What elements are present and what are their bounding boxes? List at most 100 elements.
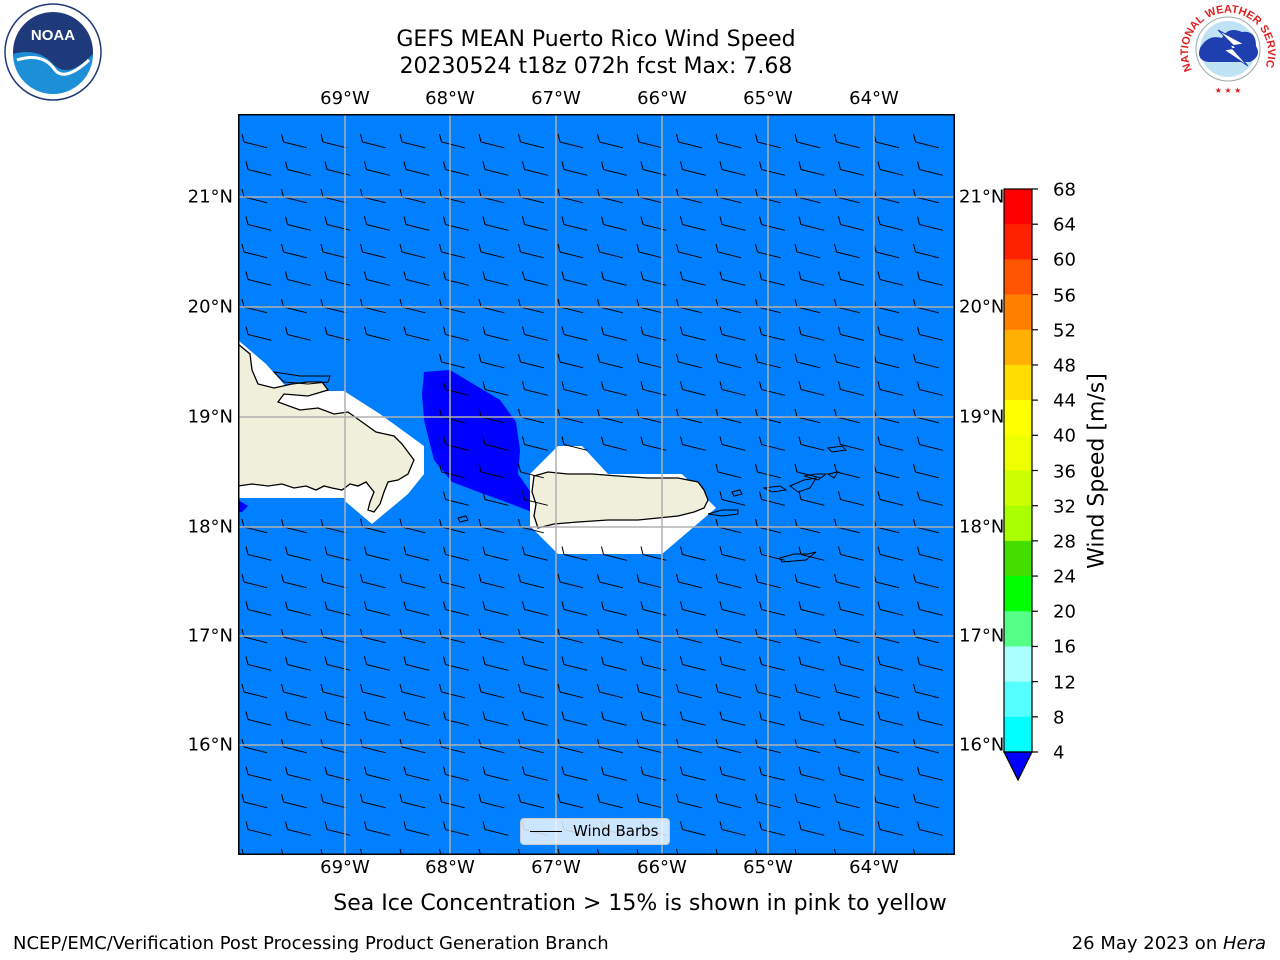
wind-barb-flag [597, 298, 600, 308]
wind-barb-flag [636, 243, 640, 253]
wind-barb-flag [443, 546, 446, 555]
wind-barb-shaft [520, 251, 544, 259]
wind-barb-flag [913, 353, 916, 363]
wind-barb-shaft [757, 526, 781, 534]
wind-barb-flag [522, 381, 525, 390]
wind-barb-flag [715, 573, 719, 583]
wind-barb-shaft [840, 609, 864, 616]
wind-barb-shaft [721, 444, 746, 451]
lat-label-right: 20°N [959, 296, 1005, 318]
wind-barb-flag [285, 656, 288, 665]
lon-label-top: 68°W [425, 88, 475, 109]
wind-barb-flag [522, 601, 525, 610]
wind-barb-flag [838, 711, 841, 720]
wind-barb-flag [324, 161, 328, 170]
wind-barb-flag [518, 848, 521, 855]
wind-barb-shaft [287, 224, 311, 231]
wind-barb-shaft [401, 526, 426, 534]
wind-barb-flag [364, 326, 367, 335]
wind-barb-shaft [524, 719, 548, 726]
wind-barb-flag [680, 656, 683, 665]
wind-barb-flag [917, 821, 920, 830]
wind-barb-flag [636, 133, 640, 143]
wind-barb-flag [241, 188, 245, 198]
wind-barb-shaft [836, 196, 860, 204]
wind-barb-shaft [484, 499, 509, 506]
wind-barb-flag [364, 711, 367, 720]
wind-barb-shaft [401, 746, 426, 754]
wind-barb-flag [798, 436, 802, 445]
wind-barb-flag [597, 133, 600, 143]
wind-barb-shaft [836, 251, 860, 259]
wind-barb-flag [798, 271, 802, 280]
wind-barb-shaft [283, 801, 307, 809]
wind-barb-flag [913, 793, 916, 803]
wind-barb-shaft [836, 691, 860, 699]
wind-barb-flag [518, 298, 521, 308]
wind-barb-shaft [836, 746, 860, 754]
wind-barb-shaft [800, 389, 825, 396]
wind-barb-flag [522, 271, 525, 280]
wind-barb-flag [917, 601, 920, 610]
wind-barb-flag [640, 271, 644, 280]
wind-barb-flag [518, 243, 521, 253]
wind-barb-shaft [480, 636, 505, 644]
wind-barb-flag [715, 518, 719, 528]
wind-barb-shaft [283, 141, 307, 149]
wind-barb-flag [285, 821, 288, 830]
wind-barb-shaft [287, 829, 311, 836]
wind-barb-shaft [405, 829, 430, 836]
wind-barb-flag [281, 683, 284, 693]
wind-barb-flag [680, 161, 683, 170]
wind-barb-flag [443, 601, 446, 610]
wind-barb-flag [676, 683, 679, 693]
wind-barb-flag [478, 188, 482, 198]
wind-barb-shaft [603, 664, 627, 671]
wind-barb-shaft [757, 251, 781, 259]
wind-barb-flag [601, 381, 604, 390]
wind-barb-shaft [919, 829, 943, 836]
wind-barb-shaft [638, 196, 663, 204]
wind-barb-flag [522, 491, 525, 500]
wind-barb-shaft [326, 224, 351, 231]
wind-barb-flag [917, 656, 920, 665]
wind-barb-shaft [757, 196, 781, 204]
footer-machine: Hera [1222, 933, 1266, 954]
wind-barb-shaft [796, 306, 821, 314]
wind-barb-flag [245, 271, 249, 280]
wind-barb-flag [917, 711, 920, 720]
nws-logo: NATIONAL WEATHER SERVICE ★ ★ ★ [1178, 0, 1277, 95]
lat-label-left: 20°N [187, 296, 233, 318]
wind-barb-flag [241, 683, 245, 693]
wind-barb-shaft [638, 141, 663, 149]
wind-barb-flag [561, 656, 565, 665]
wind-barb-flag [320, 573, 324, 583]
wind-barb-shaft [563, 609, 588, 616]
wind-barb-shaft [247, 554, 272, 561]
wind-barb-shaft [480, 361, 505, 369]
wind-barb-shaft [682, 554, 706, 561]
wind-barb-flag [794, 408, 798, 418]
wind-barb-shaft [875, 801, 900, 809]
wind-barb-flag [794, 353, 798, 363]
wind-barb-flag [834, 683, 837, 693]
wind-barb-flag [838, 546, 841, 555]
wind-barb-shaft [441, 581, 465, 589]
wind-barb-shaft [362, 251, 386, 259]
wind-barb-shaft [484, 444, 509, 451]
wind-barb-flag [715, 353, 719, 363]
wind-barb-shaft [638, 636, 663, 644]
wind-barb-shaft [283, 691, 307, 699]
wind-barb-flag [245, 601, 249, 610]
wind-barb-shaft [800, 499, 825, 506]
wind-barb-shaft [721, 334, 746, 341]
wind-barb-shaft [283, 526, 307, 534]
wind-barb-flag [285, 711, 288, 720]
wind-barb-flag [680, 216, 683, 225]
wind-barb-flag [680, 601, 683, 610]
wind-barb-shaft [840, 334, 864, 341]
wind-barb-shaft [559, 691, 584, 699]
wind-barb-shaft [800, 609, 825, 616]
wind-barb-flag [759, 381, 762, 390]
wind-barb-shaft [484, 664, 509, 671]
